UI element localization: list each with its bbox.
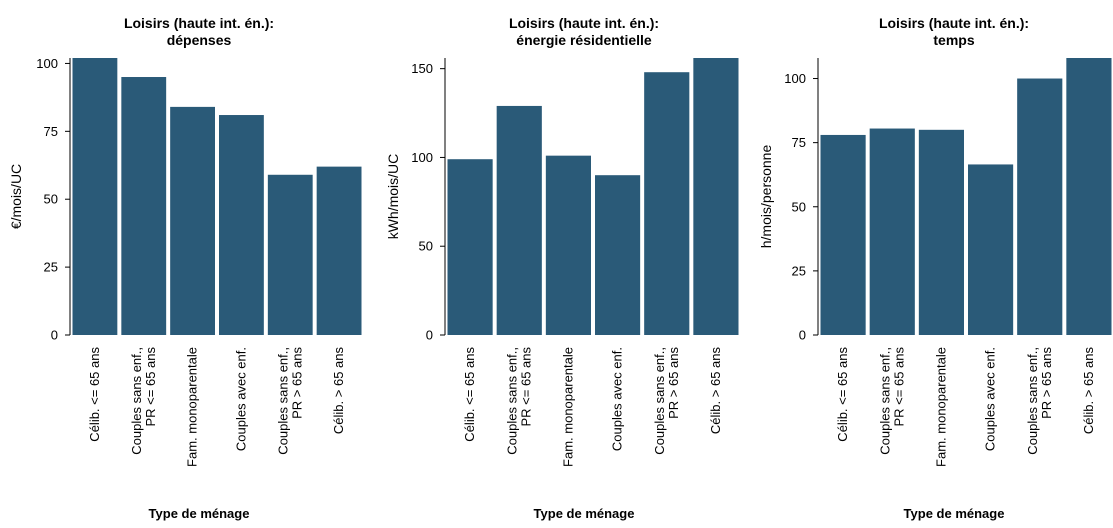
x-tick-label: Couples avec enf. bbox=[233, 347, 248, 451]
y-tick-label: 100 bbox=[784, 71, 806, 86]
chart-panel-2: Loisirs (haute int. én.): énergie résiden… bbox=[385, 15, 739, 521]
bar-5 bbox=[267, 174, 313, 335]
y-tick-label: 50 bbox=[792, 199, 806, 214]
y-axis-label: h/mois/personne bbox=[758, 145, 774, 249]
y-axis-label: kWh/mois/UC bbox=[385, 154, 401, 240]
bar-4 bbox=[968, 164, 1014, 335]
bar-6 bbox=[316, 166, 362, 335]
x-axis-label: Type de ménage bbox=[534, 506, 635, 521]
bar-2 bbox=[496, 105, 542, 335]
x-tick-label: Couples avec enf. bbox=[610, 347, 625, 451]
y-tick-label: 75 bbox=[44, 124, 58, 139]
y-tick-label: 0 bbox=[426, 328, 433, 343]
bar-6 bbox=[693, 58, 739, 335]
x-tick-label: Couples sans enf.,PR <= 65 ans bbox=[504, 347, 533, 455]
x-axis-label: Type de ménage bbox=[904, 506, 1005, 521]
bar-2 bbox=[121, 77, 167, 336]
x-tick-label: Fam. monoparentale bbox=[185, 347, 200, 467]
chart-title: Loisirs (haute int. én.): temps bbox=[879, 15, 1029, 48]
bar-3 bbox=[918, 129, 964, 335]
x-tick-label: Couples sans enf.,PR > 65 ans bbox=[652, 347, 681, 455]
bar-5 bbox=[644, 72, 690, 335]
y-tick-label: 150 bbox=[411, 61, 433, 76]
x-tick-label: Couples sans enf.,PR <= 65 ans bbox=[129, 347, 158, 455]
chart-title: Loisirs (haute int. én.): énergie résiden… bbox=[509, 15, 659, 48]
y-tick-label: 100 bbox=[36, 56, 58, 71]
y-tick-label: 25 bbox=[44, 260, 58, 275]
x-tick-label: Fam. monoparentale bbox=[933, 347, 948, 467]
y-tick-label: 50 bbox=[419, 239, 433, 254]
x-tick-label: Couples sans enf.,PR <= 65 ans bbox=[877, 347, 906, 455]
x-tick-label: Célib. <= 65 ans bbox=[462, 347, 477, 442]
chart-panel-3: Loisirs (haute int. én.): temps 0 25 50 75 100… bbox=[758, 15, 1112, 521]
bar-4 bbox=[219, 115, 264, 335]
y-axis-label: €/mois/UC bbox=[8, 164, 24, 229]
bar-6 bbox=[1066, 58, 1112, 335]
x-tick-label: Fam. monoparentale bbox=[560, 347, 575, 467]
chart-panel-1: Loisirs (haute int. én.): dépenses 0 25 50 75… bbox=[8, 15, 362, 521]
y-tick-label: 0 bbox=[51, 328, 58, 343]
bar-2 bbox=[869, 128, 915, 335]
x-tick-label: Célib. > 65 ans bbox=[1081, 347, 1096, 435]
y-tick-label: 25 bbox=[792, 263, 806, 278]
bar-3 bbox=[545, 155, 591, 335]
bar-1 bbox=[820, 134, 866, 335]
bar-5 bbox=[1017, 78, 1063, 335]
x-tick-label: Couples sans enf.,PR > 65 ans bbox=[275, 347, 304, 455]
y-tick-label: 50 bbox=[44, 192, 58, 207]
y-tick-label: 0 bbox=[799, 328, 806, 343]
bar-4 bbox=[595, 175, 641, 335]
y-tick-label: 100 bbox=[411, 150, 433, 165]
bar-3 bbox=[170, 106, 215, 335]
x-tick-label: Célib. > 65 ans bbox=[708, 347, 723, 435]
x-tick-label: Couples sans enf.,PR > 65 ans bbox=[1025, 347, 1054, 455]
x-axis-label: Type de ménage bbox=[149, 506, 250, 521]
bar-1 bbox=[447, 159, 493, 335]
y-tick-label: 75 bbox=[792, 135, 806, 150]
x-tick-label: Célib. <= 65 ans bbox=[87, 347, 102, 442]
bar-1 bbox=[72, 58, 118, 335]
x-tick-label: Célib. > 65 ans bbox=[331, 347, 346, 435]
chart-title: Loisirs (haute int. én.): dépenses bbox=[124, 15, 274, 48]
x-tick-label: Célib. <= 65 ans bbox=[835, 347, 850, 442]
x-tick-label: Couples avec enf. bbox=[983, 347, 998, 451]
